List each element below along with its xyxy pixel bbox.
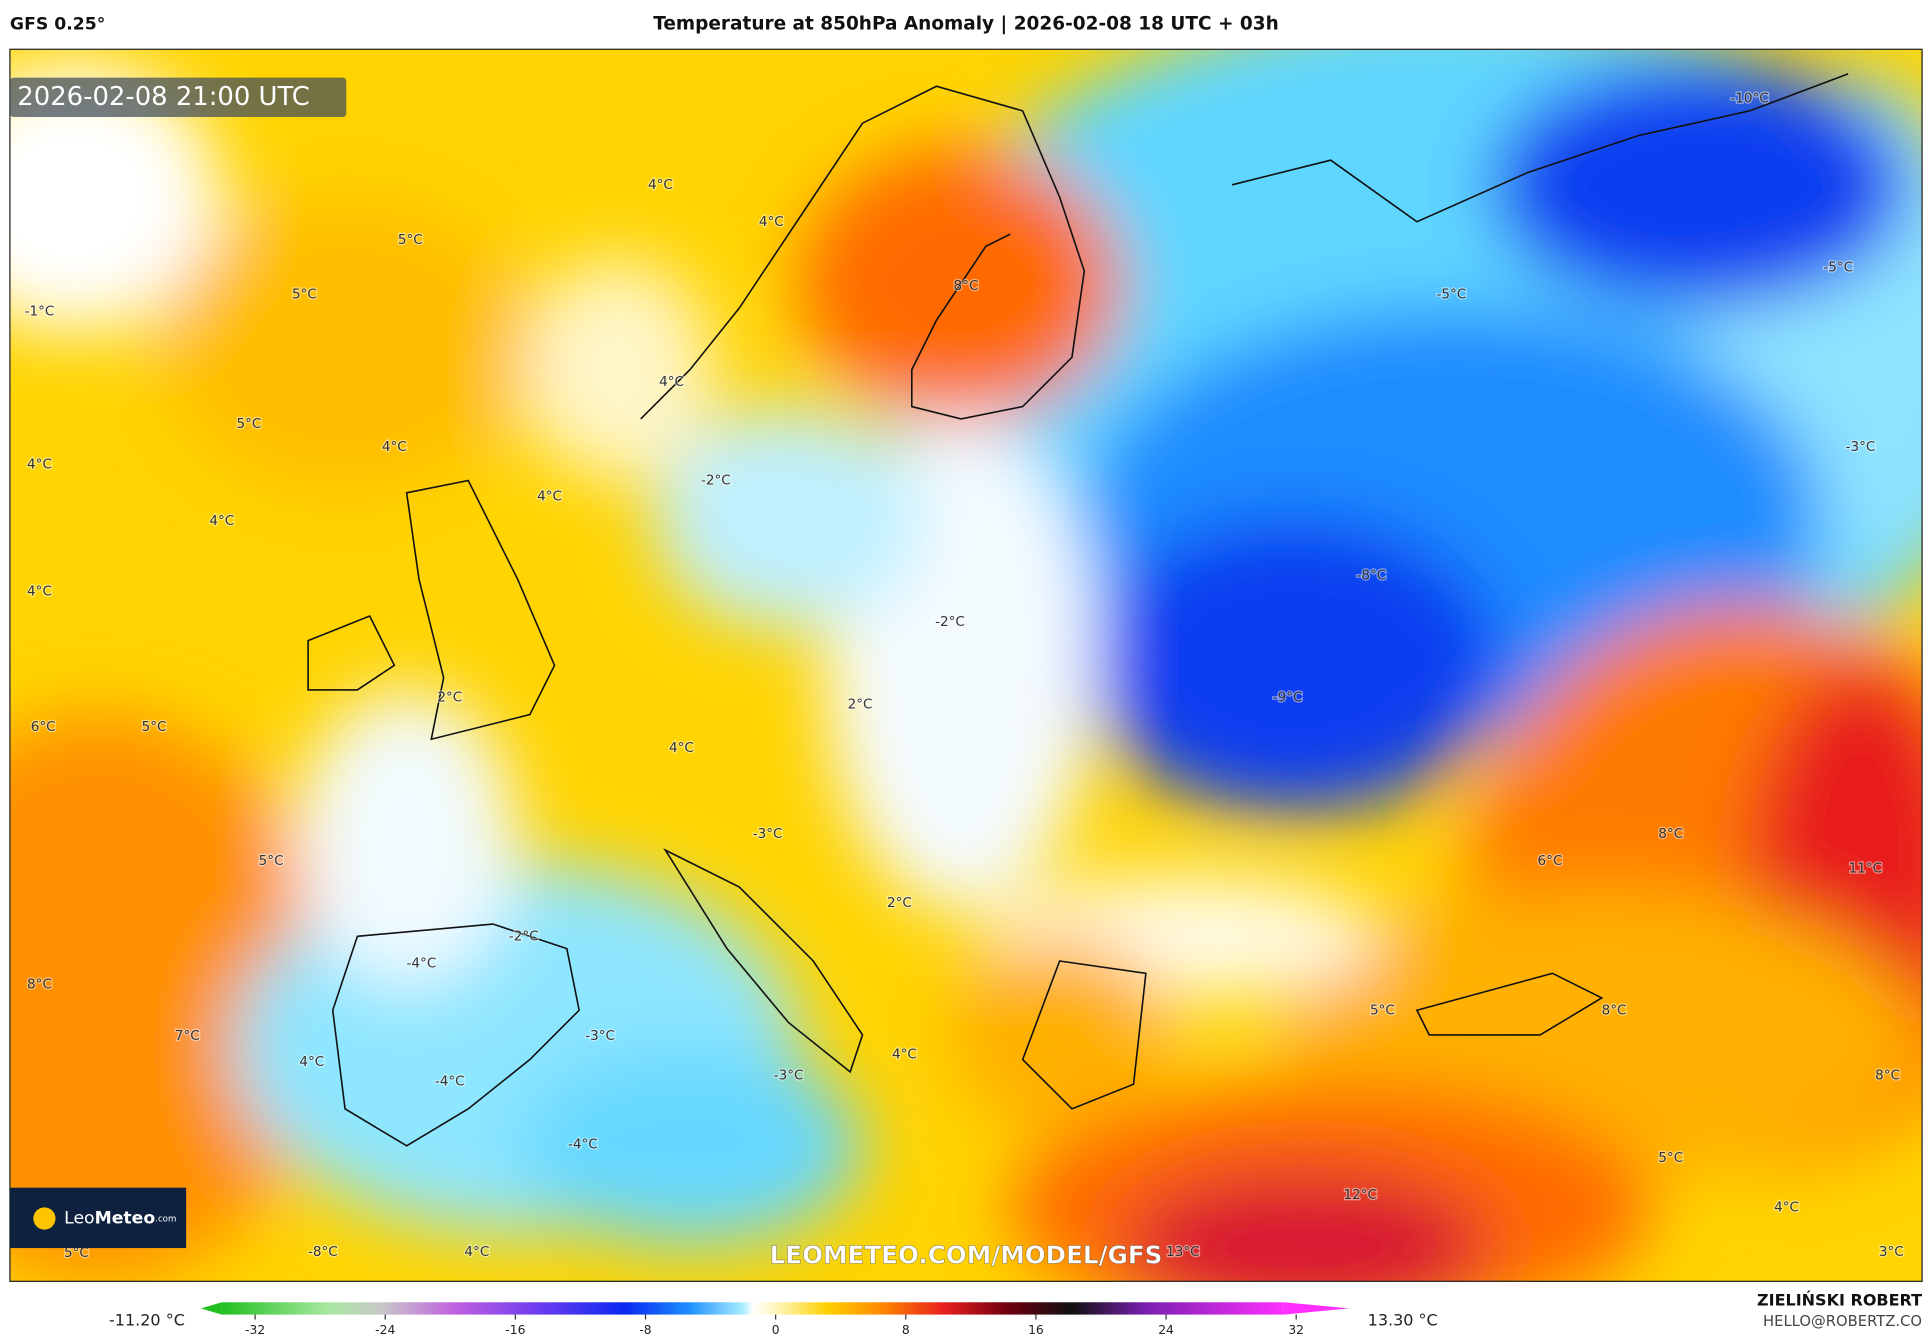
timestamp: 2026-02-08 21:00 UTC [17,82,310,112]
map-label: 5°C [292,286,317,302]
map-label: 4°C [464,1244,489,1260]
colorbar-min-arrow [200,1302,222,1315]
map-label: -3°C [585,1028,615,1044]
logo-suffix: .com [155,1214,176,1224]
map-label: 4°C [648,177,673,193]
map-label: -4°C [407,955,437,971]
map-label: -2°C [935,614,965,630]
map-label: -8°C [1356,567,1386,583]
map-label: 2°C [887,895,912,911]
map-label: 4°C [537,489,562,505]
map-label: 5°C [142,719,167,735]
map-label: 2°C [848,697,873,713]
map-label: 4°C [659,374,684,390]
map-label: -2°C [701,472,731,488]
map-label: -5°C [1437,286,1467,302]
watermark: LEOMETEO.COM/MODEL/GFS [770,1241,1163,1270]
map-label: -10°C [1730,91,1768,107]
map-label: 6°C [31,719,56,735]
map-label: -3°C [753,826,783,842]
map-label: -9°C [1273,689,1303,705]
map-label: 3°C [1879,1244,1904,1260]
map-label: 4°C [759,214,784,230]
map-label: 5°C [64,1245,89,1261]
colorbar-tick-label: -32 [245,1323,265,1337]
map-label: 11°C [1849,861,1882,877]
map-label: -5°C [1823,259,1853,275]
colorbar-tick-label: -16 [505,1323,525,1337]
colorbar-tick-label: 0 [772,1323,780,1337]
map-label: -8°C [308,1244,338,1260]
map-label: -4°C [568,1137,598,1153]
map-label: -3°C [1846,439,1876,455]
map-title: Temperature at 850hPa Anomaly | 2026-02-… [653,14,1278,35]
colorbar-min: -11.20 °C [109,1310,185,1329]
timestamp-box [9,77,347,118]
map-label: 8°C [1602,1002,1627,1018]
map-label: -4°C [435,1074,465,1090]
map-label: 5°C [259,853,284,869]
map-label: 8°C [1875,1068,1900,1084]
map-labels: -10°C 4°C 4°C 5°C 5°C 8°C -1°C -5°C -5°C 4°C 5°C 4°… [23,89,1905,1262]
colorbar: -32 -24 -16 -8 0 8 16 24 32 [200,1302,1350,1337]
map-label: 4°C [382,439,407,455]
logo-light: Leo [64,1208,94,1228]
map-label: 4°C [892,1047,917,1063]
map-label: 4°C [299,1054,324,1070]
logo-bold: Meteo [95,1208,156,1228]
credit-email: HELLO@ROBERTZ.CO [1763,1313,1922,1330]
map-label: -2°C [509,928,539,944]
colorbar-max: 13.30 °C [1368,1310,1438,1329]
credit-name: ZIELIŃSKI ROBERT [1757,1291,1922,1310]
map-label: 8°C [27,976,52,992]
map-label: 4°C [209,513,234,529]
map-label: 5°C [1658,1150,1683,1166]
map-label: 5°C [237,416,262,432]
colorbar-tick-label: 16 [1028,1323,1044,1337]
colorbar-tick-label: -8 [639,1323,651,1337]
colorbar-tick-label: -24 [375,1323,395,1337]
map-label: 12°C [1344,1187,1377,1203]
map-label: 13°C [1166,1244,1199,1260]
map-label: -3°C [774,1068,804,1084]
map-label: 8°C [1658,826,1683,842]
model-name: GFS 0.25° [10,15,105,35]
logo-sun [33,1207,56,1230]
colorbar-tick-label: 8 [902,1323,910,1337]
colorbar-tick-label: 32 [1288,1323,1304,1337]
map-label: 4°C [27,456,52,472]
colorbar-tick-label: 24 [1158,1323,1174,1337]
colorbar-ramp [221,1302,1284,1315]
map-label: 4°C [669,740,694,756]
map-label: 5°C [1370,1002,1395,1018]
colorbar-max-arrow [1283,1302,1350,1315]
map-label: 4°C [27,583,52,599]
map-label: 7°C [175,1028,200,1044]
coastlines [307,73,1849,1147]
map-label: 2°C [437,689,462,705]
map-label: 5°C [398,232,423,248]
map-label: 4°C [1774,1199,1799,1215]
map-label: -1°C [25,304,55,320]
map-label: 6°C [1538,853,1563,869]
logo-text: LeoMeteo.com [64,1208,176,1228]
map-label: 8°C [954,278,979,294]
